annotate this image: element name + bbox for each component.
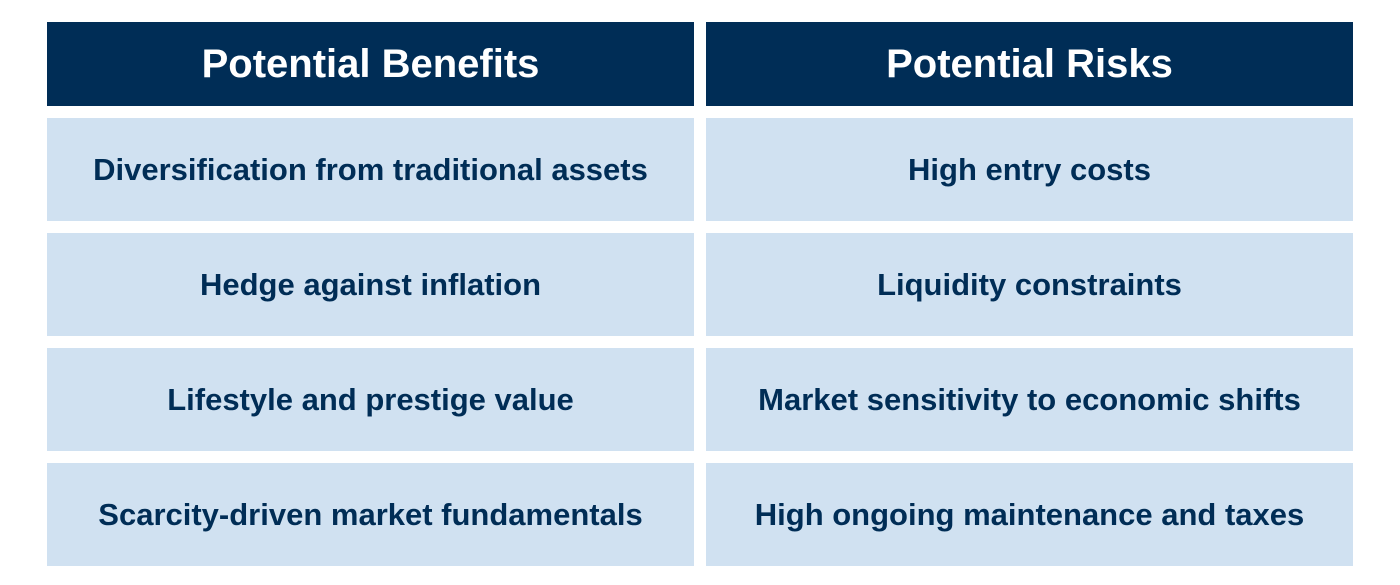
- risk-cell: Market sensitivity to economic shifts: [706, 348, 1353, 451]
- header-risks: Potential Risks: [706, 22, 1353, 106]
- benefit-cell: Diversification from traditional assets: [47, 118, 694, 221]
- benefit-cell: Scarcity-driven market fundamentals: [47, 463, 694, 566]
- risk-cell: High ongoing maintenance and taxes: [706, 463, 1353, 566]
- benefits-risks-table: Potential Benefits Potential Risks Diver…: [47, 22, 1353, 578]
- benefit-cell: Lifestyle and prestige value: [47, 348, 694, 451]
- risk-cell: Liquidity constraints: [706, 233, 1353, 336]
- risk-cell: High entry costs: [706, 118, 1353, 221]
- benefit-cell: Hedge against inflation: [47, 233, 694, 336]
- header-benefits: Potential Benefits: [47, 22, 694, 106]
